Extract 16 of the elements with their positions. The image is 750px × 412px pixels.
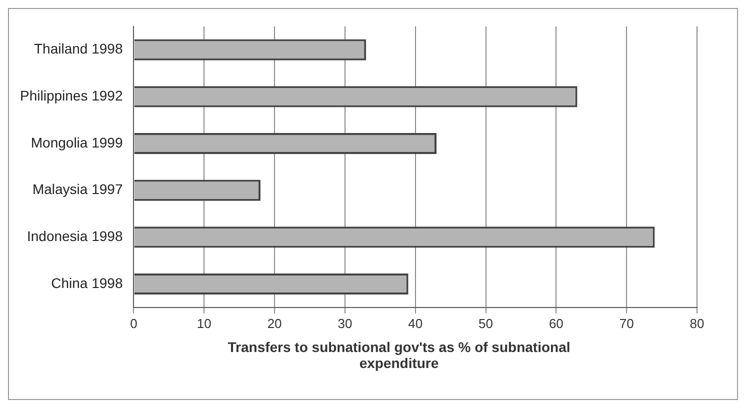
x-tick-label: 0 — [130, 316, 138, 331]
x-tick-label: 20 — [267, 316, 282, 331]
x-tick-label: 30 — [338, 316, 352, 331]
y-tick-label: Indonesia 1998 — [26, 228, 123, 244]
y-tick-label: China 1998 — [51, 274, 123, 291]
y-tick-label: Malaysia 1997 — [32, 181, 123, 198]
x-axis-title: Transfers to subnational gov'ts as % of subnational expenditure — [226, 339, 572, 371]
x-tick-label: 40 — [408, 316, 423, 331]
x-tick-label: 10 — [196, 316, 212, 331]
x-tick-label: 80 — [690, 316, 704, 331]
y-tick-label: Philippines 1992 — [20, 88, 123, 104]
x-tick-label: 70 — [619, 316, 634, 331]
x-tick-label: 50 — [478, 316, 494, 331]
y-tick-label: Thailand 1998 — [34, 40, 123, 57]
y-tick-label: Mongolia 1999 — [30, 134, 123, 150]
x-tick-label: 60 — [548, 316, 564, 331]
